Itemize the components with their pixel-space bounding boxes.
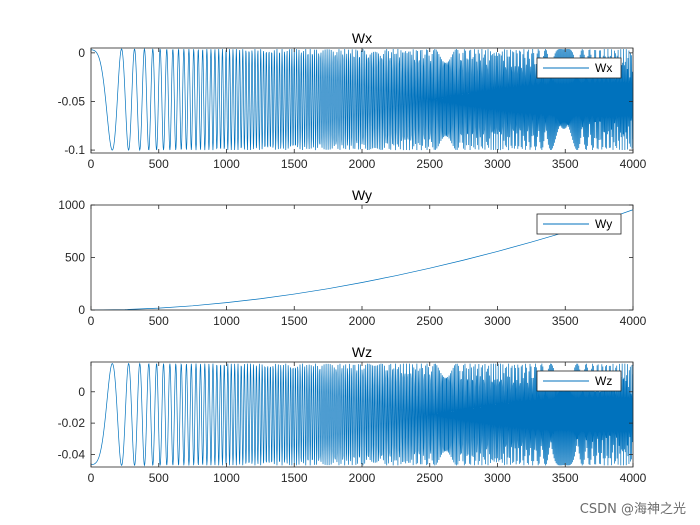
y-tick-label: -0.05 bbox=[58, 94, 86, 108]
x-tick-label: 0 bbox=[88, 157, 95, 171]
series-line-wz bbox=[91, 362, 633, 467]
watermark: CSDN @海神之光 bbox=[579, 502, 686, 517]
x-tick-label: 500 bbox=[149, 471, 169, 485]
chart-title: Wx bbox=[352, 30, 372, 46]
x-tick-label: 0 bbox=[88, 471, 95, 485]
x-tick-label: 1500 bbox=[281, 314, 308, 328]
x-tick-label: 500 bbox=[149, 157, 169, 171]
chart-panel-wz: 0 500 1000 1500 2000 2500 3000 3500 4000 0 -0.02 -0… bbox=[58, 344, 647, 485]
x-tick-label: 1000 bbox=[213, 471, 240, 485]
x-tick-label: 1500 bbox=[281, 157, 308, 171]
x-tick-label: 1000 bbox=[213, 314, 240, 328]
x-tick-label: 3500 bbox=[552, 157, 579, 171]
x-tick-label: 1000 bbox=[213, 157, 240, 171]
x-tick-label: 2000 bbox=[349, 314, 376, 328]
legend: Wz bbox=[536, 370, 622, 392]
x-tick-label: 500 bbox=[149, 314, 169, 328]
chart-title: Wy bbox=[352, 187, 372, 203]
chart-panel-wy: 0 500 1000 1500 2000 2500 3000 3500 4000 0 500 1000… bbox=[58, 187, 646, 328]
y-tick-label: -0.04 bbox=[58, 447, 86, 461]
legend-label: Wy bbox=[595, 217, 612, 231]
x-tick-label: 3000 bbox=[484, 157, 511, 171]
x-tick-label: 2000 bbox=[349, 471, 376, 485]
y-tick-label: 0 bbox=[78, 385, 85, 399]
y-tick-label: 1000 bbox=[58, 198, 85, 212]
legend: Wy bbox=[536, 213, 622, 235]
x-tick-label: 4000 bbox=[620, 157, 647, 171]
x-tick-label: 1500 bbox=[281, 471, 308, 485]
legend-label: Wz bbox=[595, 374, 612, 388]
x-tick-label: 2000 bbox=[349, 157, 376, 171]
x-tick-label: 4000 bbox=[620, 314, 647, 328]
x-tick-label: 4000 bbox=[620, 471, 647, 485]
x-tick-label: 2500 bbox=[416, 314, 443, 328]
series-line-wy bbox=[91, 209, 633, 310]
y-tick-label: -0.02 bbox=[58, 416, 86, 430]
y-tick-label: -0.1 bbox=[64, 143, 85, 157]
legend: Wx bbox=[536, 57, 622, 79]
x-tick-label: 2500 bbox=[416, 471, 443, 485]
y-tick-label: 0 bbox=[78, 303, 85, 317]
x-tick-label: 3000 bbox=[484, 471, 511, 485]
y-tick-label: 500 bbox=[65, 251, 85, 265]
legend-label: Wx bbox=[595, 61, 612, 75]
x-tick-label: 0 bbox=[88, 314, 95, 328]
x-tick-label: 3500 bbox=[552, 471, 579, 485]
chart-title: Wz bbox=[352, 344, 372, 360]
series-line-wx bbox=[91, 48, 633, 152]
x-tick-label: 3500 bbox=[552, 314, 579, 328]
chart-panel-wx: 0 500 1000 1500 2000 2500 3000 3500 4000 0 -0.05 -0… bbox=[58, 30, 647, 171]
x-tick-label: 2500 bbox=[416, 157, 443, 171]
x-tick-label: 3000 bbox=[484, 314, 511, 328]
y-tick-label: 0 bbox=[78, 46, 85, 60]
